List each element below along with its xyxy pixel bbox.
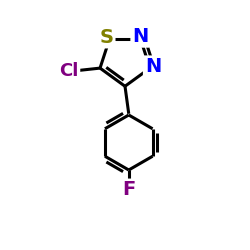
Text: S: S [100, 28, 114, 46]
Text: F: F [122, 180, 136, 200]
Text: N: N [132, 27, 148, 46]
Text: Cl: Cl [59, 62, 78, 80]
Text: N: N [145, 57, 161, 76]
